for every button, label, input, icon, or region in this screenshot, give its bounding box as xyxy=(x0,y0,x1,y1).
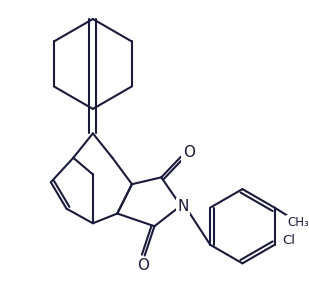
Text: O: O xyxy=(137,258,149,273)
Text: O: O xyxy=(183,145,195,160)
Text: N: N xyxy=(177,199,188,214)
Text: Cl: Cl xyxy=(282,235,295,247)
Text: CH₃: CH₃ xyxy=(287,216,309,229)
